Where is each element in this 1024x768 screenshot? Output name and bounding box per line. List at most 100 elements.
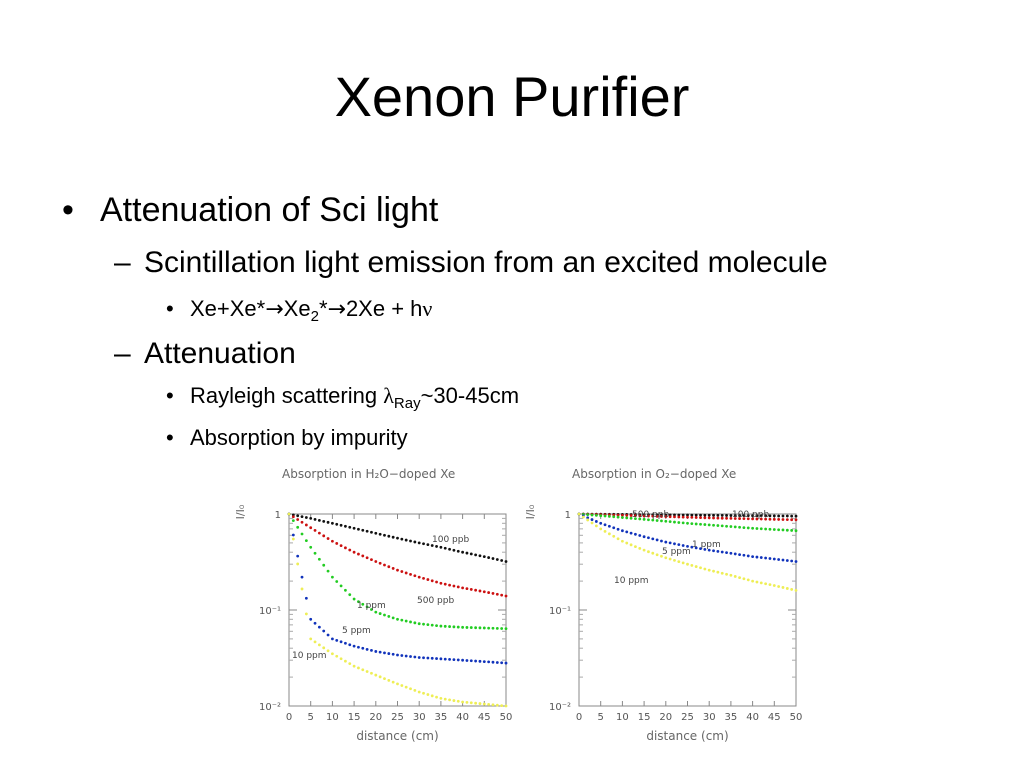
curve-dot <box>304 539 308 543</box>
curve-dot <box>699 566 702 570</box>
data-point <box>794 518 798 522</box>
data-point <box>482 590 486 594</box>
curve-dot <box>725 524 728 528</box>
curve-dot <box>634 517 637 520</box>
curve-dot <box>300 515 304 519</box>
curve-dot <box>673 558 676 562</box>
curve-dot <box>400 537 404 541</box>
curve-dot <box>603 523 607 527</box>
dimer-subscript: 2 <box>310 308 319 325</box>
curve-dot <box>629 514 633 517</box>
curve-dot <box>291 515 295 519</box>
curve-dot <box>326 537 330 540</box>
curve-dot <box>720 516 724 520</box>
curve-dot <box>391 616 395 620</box>
curve-dot <box>344 641 347 645</box>
curve-dot <box>616 537 620 541</box>
data-point <box>794 589 798 592</box>
curve-dot <box>616 527 620 531</box>
curve-dot <box>448 657 451 661</box>
curve-dot <box>768 514 772 518</box>
data-point <box>599 521 603 525</box>
curve-dot <box>681 515 685 519</box>
data-point <box>396 568 399 572</box>
curve-dot <box>590 513 594 517</box>
curve-dot <box>690 545 694 549</box>
curve-dot <box>781 528 785 532</box>
curve-dot <box>487 702 491 706</box>
curve-dot <box>448 625 451 628</box>
curve-dot <box>469 552 473 556</box>
curve-dot <box>607 532 611 536</box>
curve-dot <box>391 652 395 656</box>
curve-dot <box>590 518 594 521</box>
curve-dot <box>629 531 633 535</box>
curve-dot <box>655 538 659 542</box>
data-point <box>374 650 378 653</box>
curve-dot <box>317 518 321 522</box>
curve-dot <box>335 654 339 658</box>
curve-dot <box>387 565 391 569</box>
series-label: 5 ppm <box>662 547 691 557</box>
curve-dot <box>755 517 759 521</box>
curve-dot <box>344 588 347 592</box>
curve-dot <box>738 553 741 556</box>
curve-dot <box>716 516 720 520</box>
curve-dot <box>655 514 659 518</box>
curve-dot <box>733 525 737 529</box>
data-point <box>772 584 776 587</box>
curve-dot <box>409 655 412 658</box>
curve-dot <box>785 518 789 522</box>
curve-dot <box>426 693 430 696</box>
data-point <box>352 526 356 530</box>
curve-dot <box>391 535 395 539</box>
curve-dot <box>413 574 417 578</box>
curve-dot <box>590 521 594 525</box>
curve-dot <box>725 516 728 520</box>
curve-dot <box>478 554 482 558</box>
data-point <box>751 579 754 583</box>
curve-dot <box>304 523 308 527</box>
chart-title: Absorption in O₂−doped Xe <box>572 467 736 481</box>
curve-dot <box>746 578 750 582</box>
data-point <box>309 617 313 621</box>
bullet-marker: • <box>166 383 174 408</box>
curve-dot <box>474 588 478 592</box>
data-point <box>309 545 313 549</box>
plot-frame <box>578 513 797 707</box>
curve-dot <box>361 646 365 650</box>
curve-dot <box>785 559 789 562</box>
curve-dot <box>742 514 746 518</box>
curve-dot <box>387 534 391 538</box>
curve-dot <box>690 563 694 567</box>
curve-dot <box>690 522 694 526</box>
curve-dot <box>733 552 737 556</box>
curve-dot <box>581 515 585 519</box>
x-tick-label: 20 <box>659 712 672 723</box>
curve-dot <box>339 657 343 661</box>
data-point <box>374 560 378 563</box>
data-point <box>621 539 624 543</box>
x-tick-label: 50 <box>500 712 513 723</box>
bullet-marker: • <box>166 425 174 450</box>
curve-dot <box>768 557 772 560</box>
curve-dot <box>452 658 456 662</box>
curve-dot <box>725 572 728 576</box>
curve-dot <box>339 640 343 644</box>
curve-dot <box>733 514 737 517</box>
series-label: 1 ppm <box>692 540 721 550</box>
x-tick-label: 30 <box>703 712 716 723</box>
curve-dot <box>296 514 300 518</box>
bullet-marker: • <box>62 191 74 229</box>
curve-dot <box>339 523 343 527</box>
curve-dot <box>738 576 741 580</box>
data-point <box>417 541 421 545</box>
x-tick-label: 10 <box>326 712 339 723</box>
curve-dot <box>387 615 391 618</box>
curve-dot <box>712 523 715 527</box>
curve-dot <box>785 528 789 532</box>
y-tick-label: 10⁻¹ <box>549 606 571 617</box>
data-point <box>352 644 356 648</box>
curve-dot <box>487 591 491 594</box>
data-point <box>309 637 313 641</box>
